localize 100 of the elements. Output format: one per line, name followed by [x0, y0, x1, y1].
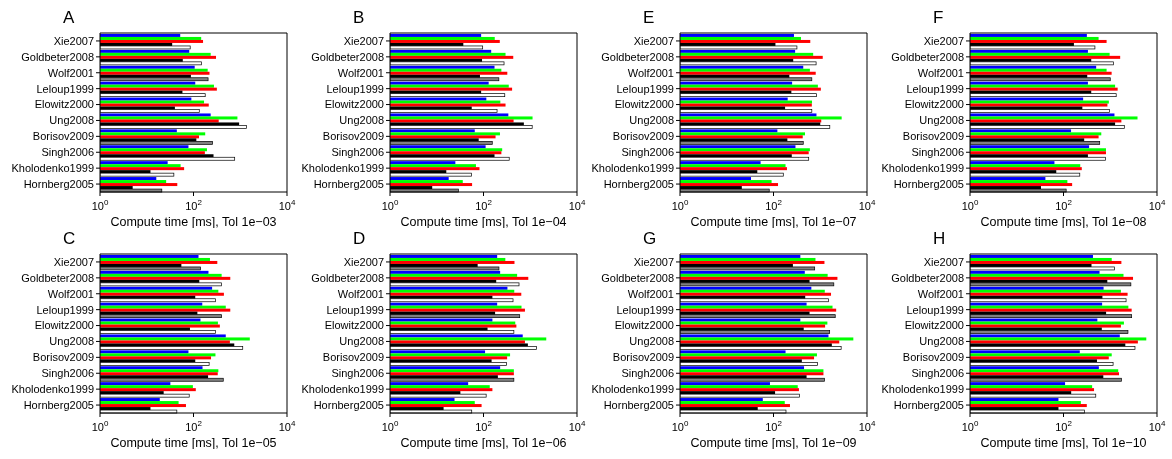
y-tick-label: Borisov2009 [902, 130, 964, 143]
y-tick-label: Hornberg2005 [603, 177, 674, 190]
y-tick-label: Leloup1999 [616, 82, 674, 95]
y-tick-label: Elowitz2000 [34, 98, 94, 111]
y-tick-label: Goldbeter2008 [601, 50, 674, 63]
x-tick-label: 10$^{2}$ [1055, 419, 1073, 433]
x-tick-label: 10$^{4}$ [858, 419, 876, 433]
y-tick-label: Goldbeter2008 [21, 271, 94, 284]
y-tick-label: Ung2008 [49, 335, 94, 348]
y-tick-label: Xie2007 [923, 34, 964, 47]
y-tick-label: Elowitz2000 [614, 319, 674, 332]
y-tick-label: Goldbeter2008 [21, 50, 94, 63]
y-tick-label: Xie2007 [633, 34, 674, 47]
x-tick-label: 10$^{4}$ [568, 419, 586, 433]
y-tick-label: Ung2008 [49, 114, 94, 127]
x-tick-label: 10$^{0}$ [671, 198, 689, 212]
y-tick-label: Wolf2001 [917, 66, 964, 79]
x-tick-label: 10$^{0}$ [381, 419, 399, 433]
x-axis-title: Compute time [ms], Tol 1e−05 [110, 436, 277, 450]
chart-title: B [353, 8, 365, 28]
y-tick-label: Singh2006 [911, 146, 964, 159]
y-tick-label: Leloup1999 [906, 82, 964, 95]
y-tick-label: Wolf2001 [337, 66, 384, 79]
chart-title: F [933, 8, 944, 28]
x-tick-label: 10$^{4}$ [278, 198, 296, 212]
x-axis-title: Compute time [ms], Tol 1e−09 [690, 436, 857, 450]
x-axis-title: Compute time [ms], Tol 1e−10 [980, 436, 1147, 450]
y-tick-label: Singh2006 [331, 367, 384, 380]
y-tick-label: Singh2006 [331, 146, 384, 159]
y-tick-label: Hornberg2005 [893, 398, 964, 411]
y-tick-label: Singh2006 [41, 146, 94, 159]
x-tick-label: 10$^{2}$ [185, 198, 203, 212]
y-tick-label: Kholodenko1999 [301, 383, 384, 396]
y-tick-label: Xie2007 [343, 34, 384, 47]
x-tick-label: 10$^{0}$ [91, 198, 109, 212]
x-axis-title: Compute time [ms], Tol 1e−04 [400, 215, 567, 229]
y-tick-label: Ung2008 [919, 335, 964, 348]
x-tick-label: 10$^{2}$ [765, 419, 783, 433]
y-tick-label: Borisov2009 [612, 130, 674, 143]
y-tick-label: Borisov2009 [612, 351, 674, 364]
x-tick-label: 10$^{0}$ [381, 198, 399, 212]
x-tick-label: 10$^{2}$ [475, 419, 493, 433]
y-tick-label: Borisov2009 [32, 130, 94, 143]
y-tick-label: Xie2007 [53, 255, 94, 268]
y-tick-label: Borisov2009 [902, 351, 964, 364]
y-tick-label: Goldbeter2008 [311, 50, 384, 63]
y-tick-label: Goldbeter2008 [891, 50, 964, 63]
y-tick-label: Xie2007 [53, 34, 94, 47]
y-tick-label: Elowitz2000 [904, 319, 964, 332]
x-tick-label: 10$^{0}$ [671, 419, 689, 433]
y-tick-label: Wolf2001 [627, 287, 674, 300]
y-tick-label: Singh2006 [41, 367, 94, 380]
y-tick-label: Singh2006 [621, 367, 674, 380]
chart-title: A [63, 8, 75, 28]
y-tick-label: Xie2007 [343, 255, 384, 268]
y-tick-label: Kholodenko1999 [881, 383, 964, 396]
chart-title: C [63, 229, 76, 249]
y-tick-label: Leloup1999 [906, 303, 964, 316]
x-tick-label: 10$^{4}$ [858, 198, 876, 212]
y-tick-label: Wolf2001 [47, 287, 94, 300]
x-tick-label: 10$^{0}$ [961, 419, 979, 433]
y-tick-label: Kholodenko1999 [11, 162, 94, 175]
x-tick-label: 10$^{2}$ [765, 198, 783, 212]
x-tick-label: 10$^{2}$ [185, 419, 203, 433]
x-axis-title: Compute time [ms], Tol 1e−07 [690, 215, 857, 229]
x-tick-label: 10$^{4}$ [568, 198, 586, 212]
y-tick-label: Borisov2009 [322, 351, 384, 364]
y-tick-label: Leloup1999 [36, 303, 94, 316]
y-tick-label: Hornberg2005 [313, 177, 384, 190]
x-axis-title: Compute time [ms], Tol 1e−06 [400, 436, 567, 450]
x-tick-label: 10$^{2}$ [1055, 198, 1073, 212]
y-tick-label: Goldbeter2008 [601, 271, 674, 284]
chart-title: E [643, 8, 655, 28]
y-tick-label: Ung2008 [629, 114, 674, 127]
y-tick-label: Kholodenko1999 [591, 162, 674, 175]
y-tick-label: Goldbeter2008 [891, 271, 964, 284]
y-tick-label: Wolf2001 [917, 287, 964, 300]
y-tick-label: Leloup1999 [326, 303, 384, 316]
y-tick-label: Hornberg2005 [23, 177, 94, 190]
y-tick-label: Wolf2001 [337, 287, 384, 300]
y-tick-label: Hornberg2005 [23, 398, 94, 411]
y-tick-label: Leloup1999 [36, 82, 94, 95]
chart-title: D [353, 229, 366, 249]
y-tick-label: Xie2007 [633, 255, 674, 268]
y-tick-label: Borisov2009 [322, 130, 384, 143]
y-tick-label: Elowitz2000 [34, 319, 94, 332]
y-tick-label: Wolf2001 [627, 66, 674, 79]
x-tick-label: 10$^{0}$ [961, 198, 979, 212]
y-tick-label: Kholodenko1999 [11, 383, 94, 396]
y-tick-label: Borisov2009 [32, 351, 94, 364]
y-tick-label: Wolf2001 [47, 66, 94, 79]
y-tick-label: Hornberg2005 [603, 398, 674, 411]
y-tick-label: Goldbeter2008 [311, 271, 384, 284]
x-axis-title: Compute time [ms], Tol 1e−08 [980, 215, 1147, 229]
x-tick-label: 10$^{0}$ [91, 419, 109, 433]
x-tick-label: 10$^{4}$ [1148, 198, 1166, 212]
y-tick-label: Elowitz2000 [324, 319, 384, 332]
y-tick-label: Leloup1999 [616, 303, 674, 316]
y-tick-label: Singh2006 [911, 367, 964, 380]
y-tick-label: Kholodenko1999 [881, 162, 964, 175]
